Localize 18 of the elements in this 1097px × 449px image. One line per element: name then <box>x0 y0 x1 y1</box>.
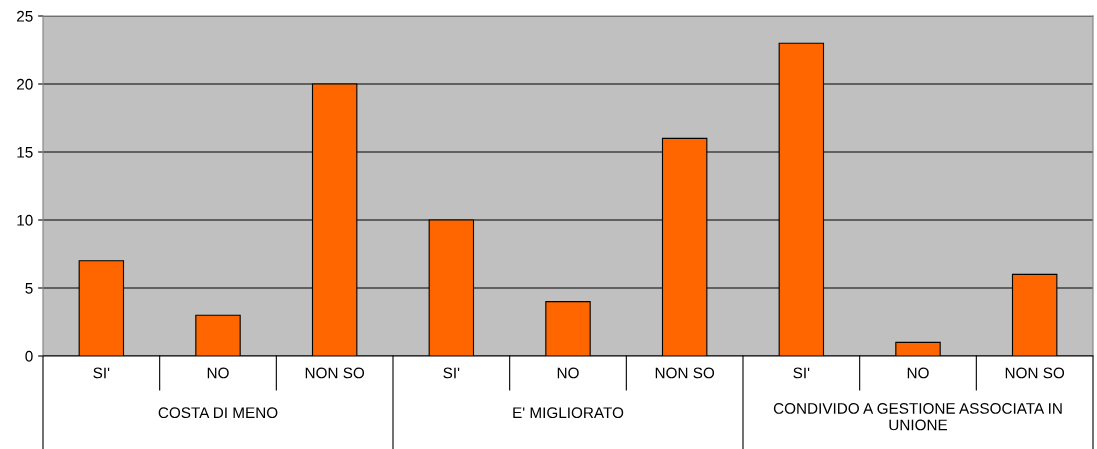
x-tick-label: NON SO <box>655 367 715 379</box>
x-tick-label: NON SO <box>1005 367 1065 379</box>
text: COSTA DI MENO <box>158 407 278 419</box>
x-tick-label: SI' <box>443 367 460 379</box>
y-tick-label: 0 <box>25 350 33 362</box>
y-tick-label: 20 <box>17 78 33 90</box>
x-tick-label: SI' <box>793 367 810 379</box>
y-tick-label: 25 <box>17 10 33 22</box>
x-tick-label: NO <box>557 367 579 379</box>
x-tick-label: SI' <box>93 367 110 379</box>
text: CONDIVIDO A GESTIONE ASSOCIATA IN UNIONE <box>773 403 1062 431</box>
text: E' MIGLIORATO <box>513 407 624 419</box>
y-tick-label: 15 <box>17 147 33 158</box>
y-tick-label: 5 <box>25 283 33 294</box>
x-tick-label: NO <box>907 367 929 379</box>
y-tick-label: 10 <box>17 214 33 226</box>
x-tick-label: NON SO <box>305 367 365 379</box>
x-tick-label: NO <box>207 367 229 379</box>
